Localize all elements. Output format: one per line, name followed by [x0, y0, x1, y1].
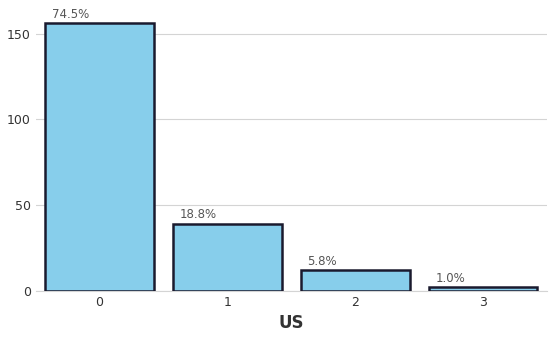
Bar [301, 270, 409, 291]
Text: 5.8%: 5.8% [307, 255, 337, 267]
Bar [429, 287, 537, 291]
X-axis label: US: US [279, 314, 304, 332]
Text: 1.0%: 1.0% [435, 272, 465, 285]
Text: 18.8%: 18.8% [179, 208, 217, 221]
Text: 74.5%: 74.5% [52, 8, 89, 21]
Bar [45, 23, 154, 291]
Bar [173, 224, 282, 291]
